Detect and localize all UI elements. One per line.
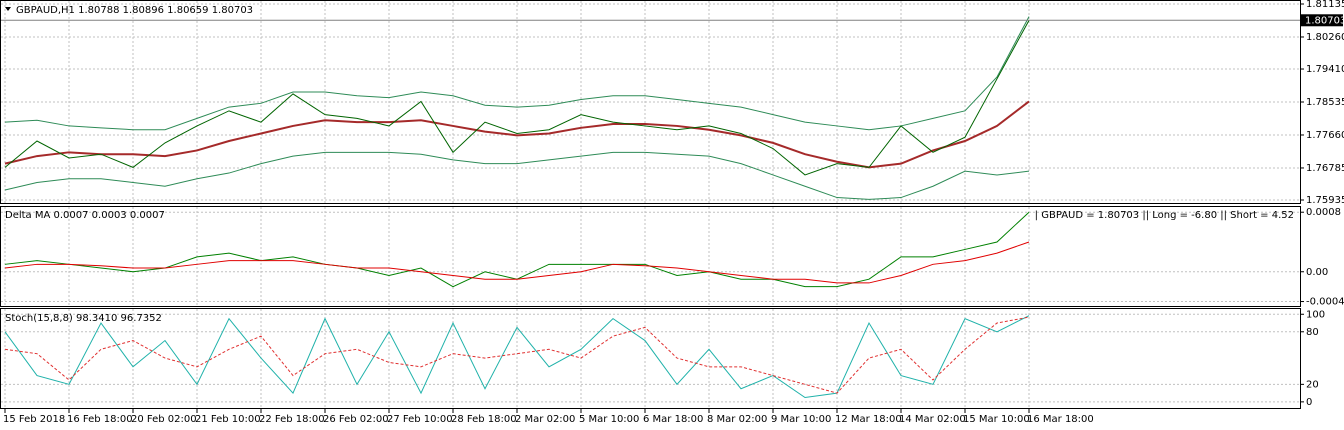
- x-tick-label: 21 Feb 10:00: [195, 414, 261, 425]
- x-tick-label: 5 Mar 10:00: [579, 414, 639, 425]
- y-tick-label: 0: [1306, 397, 1312, 408]
- x-tick-label: 16 Mar 18:00: [1027, 414, 1094, 425]
- series-line: [4, 151, 1030, 200]
- current-price-box: [1301, 14, 1343, 27]
- series-line: [4, 315, 1030, 399]
- panel-title: Stoch(15,8,8) 98.3410 96.7352: [5, 313, 162, 324]
- x-tick-label: 20 Feb 02:00: [131, 414, 197, 425]
- menu-triangle[interactable]: [5, 7, 11, 11]
- panel-title: GBPAUD,H1 1.80788 1.80896 1.80659 1.8070…: [16, 5, 253, 16]
- y-tick-label: -0.0004: [1306, 297, 1344, 308]
- y-tick-label: 1.78535: [1306, 97, 1344, 108]
- current-price-label: 1.80703: [1305, 15, 1344, 26]
- series-line: [4, 100, 1030, 169]
- x-tick-label: 15 Mar 10:00: [963, 414, 1030, 425]
- x-tick-label: 12 Mar 18:00: [835, 414, 902, 425]
- x-tick-label: 8 Mar 02:00: [707, 414, 767, 425]
- x-tick-label: 6 Mar 18:00: [643, 414, 703, 425]
- y-tick-label: 1.79410: [1306, 64, 1344, 75]
- y-tick-label: 1.77660: [1306, 130, 1344, 141]
- x-tick-label: 15 Feb 2018: [3, 414, 65, 425]
- series-line: [4, 20, 1030, 176]
- y-tick-label: 20: [1306, 379, 1319, 390]
- x-tick-label: 9 Mar 10:00: [771, 414, 831, 425]
- x-tick-label: 2 Mar 02:00: [515, 414, 575, 425]
- panel-annotation: | GBPAUD = 1.80703 || Long = -6.80 || Sh…: [1035, 210, 1294, 221]
- series-line: [4, 316, 1030, 394]
- y-tick-label: 1.76785: [1306, 163, 1344, 174]
- series-line: [4, 241, 1030, 284]
- y-tick-label: 0.00: [1306, 267, 1328, 278]
- x-tick-label: 28 Feb 18:00: [451, 414, 517, 425]
- x-tick-label: 26 Feb 02:00: [323, 414, 389, 425]
- x-tick-label: 22 Feb 18:00: [259, 414, 325, 425]
- y-tick-label: 0.0008: [1306, 207, 1341, 218]
- y-tick-label: 1.80260: [1306, 32, 1344, 43]
- x-tick-label: 27 Feb 10:00: [387, 414, 453, 425]
- y-tick-label: 80: [1306, 327, 1319, 338]
- series-line: [4, 16, 1030, 131]
- stoch-panel: [0, 308, 1301, 409]
- x-tick-label: 16 Feb 18:00: [67, 414, 133, 425]
- x-tick-label: 14 Mar 02:00: [899, 414, 966, 425]
- panel-title: Delta MA 0.0007 0.0003 0.0007: [5, 210, 165, 221]
- y-tick-label: 100: [1306, 309, 1325, 320]
- delta-panel: [0, 206, 1301, 307]
- y-tick-label: 1.81135: [1306, 0, 1344, 10]
- y-tick-label: 1.75935: [1306, 195, 1344, 206]
